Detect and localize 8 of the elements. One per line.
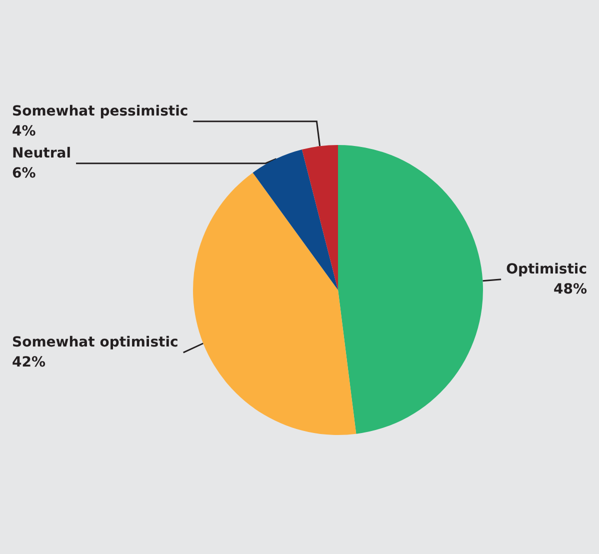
slice-label: Neutral xyxy=(12,145,72,162)
data-label: 42% xyxy=(12,354,46,371)
slice-label: Somewhat optimistic xyxy=(12,334,178,351)
slice-label: Somewhat pessimistic xyxy=(12,103,188,120)
data-label: 6% xyxy=(12,165,36,182)
data-label: 4% xyxy=(12,123,36,140)
slice-label: Optimistic xyxy=(506,261,587,278)
data-label: 48% xyxy=(553,281,587,298)
